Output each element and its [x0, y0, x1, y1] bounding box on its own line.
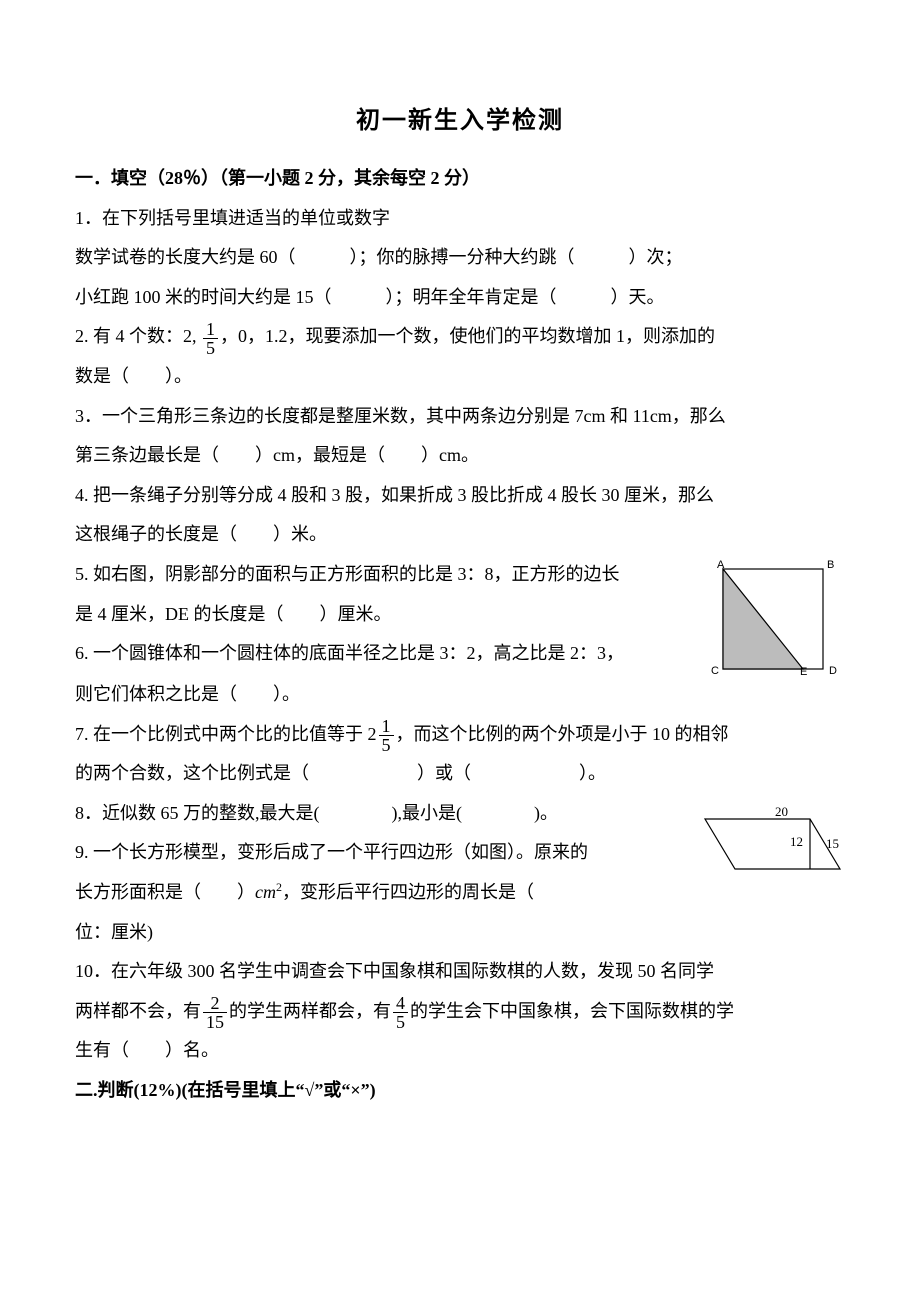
q9-l2b: ，变形后平行四边形的周长是（: [282, 882, 570, 902]
q1-l3: 小红跑 100 米的时间大约是 15（ ）；明年全年肯定是（ ）天。: [75, 278, 845, 318]
page: 初一新生入学检测 一．填空（28％）（第一小题 2 分，其余每空 2 分） 1．…: [0, 0, 920, 1190]
q3-l1: 3．一个三角形三条边的长度都是整厘米数，其中两条边分别是 7cm 和 11cm，…: [75, 397, 845, 437]
q7-l1b: ，而这个比例的两个外项是小于 10 的相邻: [396, 724, 729, 744]
q8: 8．近似数 65 万的整数,最大是( ),最小是( )。: [75, 794, 845, 834]
q7-frac: 15: [379, 717, 394, 754]
q5-block: A B C D E 5. 如右图，阴影部分的面积与正方形面积的比是 3：8，正方…: [75, 555, 845, 675]
q5-l2: 是 4 厘米，DE 的长度是（ ）厘米。: [75, 595, 845, 635]
q4-l2: 这根绳子的长度是（ ）米。: [75, 515, 845, 555]
q9-l3: 位：厘米): [75, 913, 845, 953]
q2-l1: 2. 有 4 个数：2, 15，0，1.2，现要添加一个数，使他们的平均数增加 …: [75, 317, 845, 357]
q3-l2: 第三条边最长是（ ）cm，最短是（ ）cm。: [75, 436, 845, 476]
q10-l2a: 两样都不会，有: [75, 1001, 201, 1021]
q10-l3: 生有（ ）名。: [75, 1031, 845, 1071]
section-2-head: 二.判断(12%)(在括号里填上“√”或“×”): [75, 1071, 845, 1111]
page-title: 初一新生入学检测: [75, 100, 845, 135]
q1-l2: 数学试卷的长度大约是 60（ ）；你的脉搏一分种大约跳（ ）次；: [75, 238, 845, 278]
q10-l2b: 的学生两样都会，有: [229, 1001, 391, 1021]
cm2: cm2: [255, 882, 282, 902]
q8-q9-block: 20 12 15 8．近似数 65 万的整数,最大是( ),最小是( )。 9.…: [75, 794, 845, 913]
q10-l2: 两样都不会，有215的学生两样都会，有45的学生会下中国象棋，会下国际数棋的学: [75, 992, 845, 1032]
q4-l1: 4. 把一条绳子分别等分成 4 股和 3 股，如果折成 3 股比折成 4 股长 …: [75, 476, 845, 516]
q2-l1b: ，0，1.2，现要添加一个数，使他们的平均数增加 1，则添加的: [220, 326, 715, 346]
q6-l2: 则它们体积之比是（ ）。: [75, 675, 845, 715]
q9-l2a: 长方形面积是（ ）: [75, 882, 255, 902]
q10-frac2: 45: [393, 994, 408, 1031]
q5-l1: 5. 如右图，阴影部分的面积与正方形面积的比是 3：8，正方形的边长: [75, 555, 845, 595]
q7-l1: 7. 在一个比例式中两个比的比值等于 215，而这个比例的两个外项是小于 10 …: [75, 715, 845, 755]
q10-frac1: 215: [203, 994, 227, 1031]
q1-l1: 1．在下列括号里填进适当的单位或数字: [75, 199, 845, 239]
q2-l2: 数是（ ）。: [75, 357, 845, 397]
q9-l1: 9. 一个长方形模型，变形后成了一个平行四边形（如图）。原来的: [75, 833, 845, 873]
section-1-head: 一．填空（28％）（第一小题 2 分，其余每空 2 分）: [75, 159, 845, 199]
q7-l1a: 7. 在一个比例式中两个比的比值等于 2: [75, 724, 377, 744]
q9-l2: 长方形面积是（ ）cm2，变形后平行四边形的周长是（: [75, 873, 845, 913]
q2-l1a: 2. 有 4 个数：2,: [75, 326, 201, 346]
q6-l1: 6. 一个圆锥体和一个圆柱体的底面半径之比是 3：2，高之比是 2：3，: [75, 634, 845, 674]
q10-l2c: 的学生会下中国象棋，会下国际数棋的学: [410, 1001, 734, 1021]
q2-frac: 15: [203, 320, 218, 357]
q7-l2: 的两个合数，这个比例式是（ ）或（ ）。: [75, 754, 845, 794]
q10-l1: 10．在六年级 300 名学生中调查会下中国象棋和国际数棋的人数，发现 50 名…: [75, 952, 845, 992]
